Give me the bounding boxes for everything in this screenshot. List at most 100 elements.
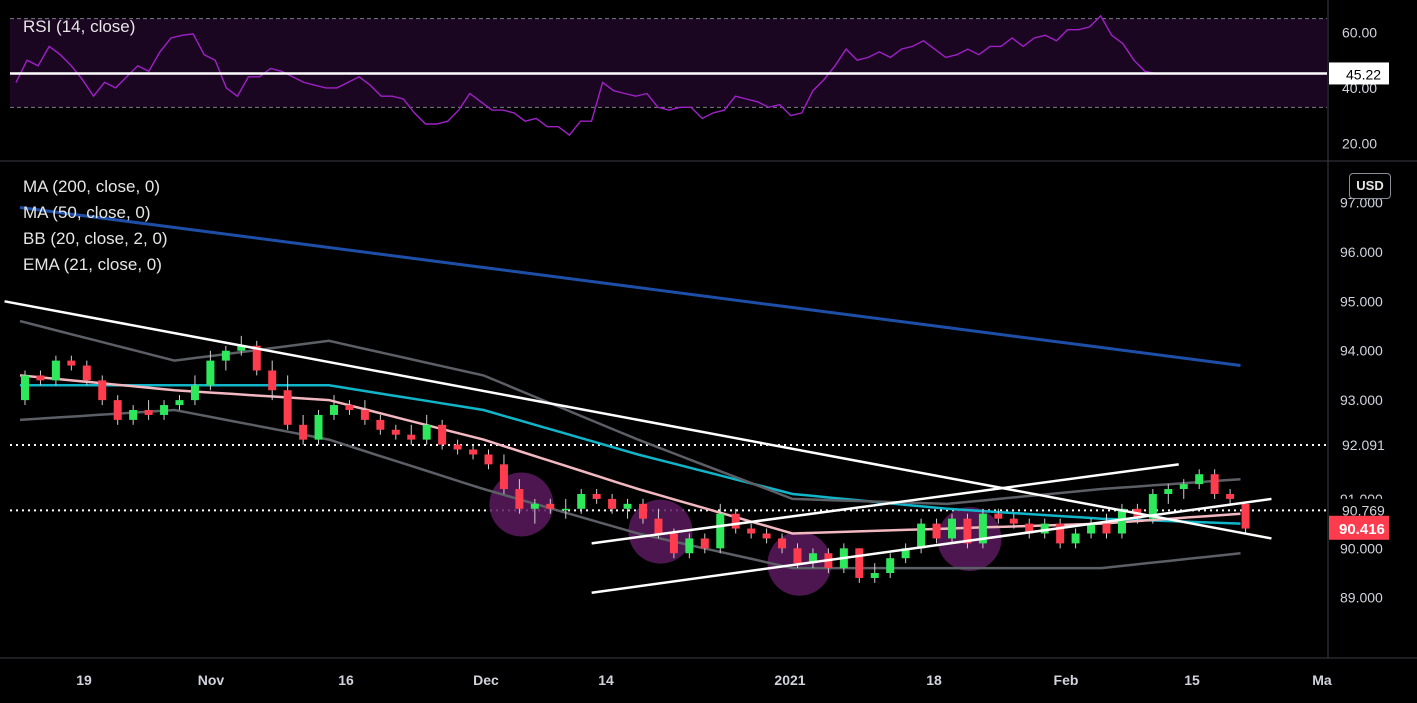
candle-up [886, 558, 895, 574]
candle-up [21, 375, 29, 401]
candle-up [917, 523, 926, 549]
candle-up [577, 493, 586, 509]
candle-down [1102, 523, 1111, 534]
candle-up [1087, 523, 1096, 534]
candle-up [978, 513, 987, 544]
candle-down [144, 410, 153, 415]
candle-down [98, 380, 107, 401]
candle-down [855, 548, 864, 578]
indicator-bb-label: BB (20, close, 2, 0) [23, 229, 168, 248]
candle-up [330, 405, 338, 415]
rsi-legend: RSI (14, close) [23, 14, 135, 40]
level-label: 92.091 [1342, 437, 1385, 453]
candle-down [82, 365, 91, 381]
candle-up [1117, 508, 1126, 534]
rsi-tick-label: 20.00 [1342, 135, 1377, 151]
price-panel[interactable] [4, 206, 1327, 596]
candle-up [808, 553, 817, 564]
candle-up [160, 405, 169, 415]
candle-down [762, 533, 771, 539]
candle-up [561, 508, 570, 511]
time-tick-label: Nov [198, 672, 225, 688]
axis-layer: 20.0040.0060.0045.2289.00090.00091.00092… [76, 24, 1392, 688]
level-badge [1328, 433, 1392, 457]
indicator-ma200-label: MA (200, close, 0) [23, 177, 161, 196]
candle-up [716, 513, 725, 549]
rsi-current-label: 45.22 [1346, 66, 1381, 82]
candle-up [206, 360, 215, 386]
level-label: 90.769 [1342, 502, 1385, 518]
candle-down [963, 518, 972, 544]
candle-up [221, 350, 230, 361]
candle-up [901, 548, 910, 559]
candle-down [376, 419, 385, 430]
candle-up [237, 345, 246, 351]
time-tick-label: Dec [473, 672, 499, 688]
candle-down [592, 493, 601, 499]
candle-down [1226, 493, 1235, 499]
candle-up [422, 424, 431, 440]
time-tick-label: 19 [76, 672, 92, 688]
trendline[interactable] [591, 463, 1179, 545]
rsi-tick-label: 60.00 [1342, 24, 1377, 40]
time-tick-label: 18 [926, 672, 942, 688]
price-tick-label: 93.000 [1340, 392, 1383, 408]
bb-lower-line [19, 408, 1241, 570]
current-price-badge [1329, 515, 1389, 540]
candle-down [299, 424, 308, 440]
candle-down [499, 464, 508, 490]
time-tick-label: Feb [1054, 672, 1079, 688]
price-tick-label: 90.000 [1340, 540, 1383, 556]
candle-down [793, 548, 802, 564]
ma50-line [20, 384, 1241, 525]
candle-down [252, 345, 261, 371]
candle-up [314, 414, 323, 440]
candle-down [778, 538, 787, 549]
candle-down [438, 424, 447, 445]
candle-up [190, 385, 199, 401]
candle-down [608, 498, 617, 509]
candle-down [484, 454, 493, 465]
candle-down [1056, 523, 1065, 544]
candle-up [948, 518, 956, 539]
rsi-line [15, 14, 1157, 137]
candle-up [1040, 523, 1049, 534]
candle-up [623, 503, 632, 509]
candle-up [1164, 489, 1173, 494]
candle-up [175, 400, 184, 406]
candle-down [639, 503, 647, 519]
candle-up [1148, 493, 1157, 519]
currency-badge[interactable]: USD [1349, 173, 1391, 199]
candle-down [345, 405, 354, 410]
candle-down [1210, 474, 1219, 494]
candle-down [731, 513, 740, 529]
candle-down [515, 489, 524, 509]
price-tick-label: 94.000 [1340, 343, 1383, 359]
rsi-panel[interactable] [10, 14, 1327, 137]
candle-up [129, 410, 138, 420]
candle-down [391, 429, 400, 435]
candle-down [268, 370, 277, 391]
trendline[interactable] [591, 497, 1272, 595]
rsi-legend-label: RSI (14, close) [23, 17, 136, 36]
indicator-ema-label: EMA (21, close, 0) [23, 255, 162, 274]
candle-down [1009, 518, 1018, 524]
trendline[interactable] [4, 300, 1272, 540]
candle-down [407, 434, 416, 440]
bb-upper-line [19, 319, 1241, 506]
time-tick-label: 15 [1184, 672, 1200, 688]
price-tick-label: 89.000 [1340, 590, 1383, 606]
candle-down [747, 528, 756, 534]
candle-down [1241, 503, 1250, 529]
candle-up [870, 573, 879, 578]
price-tick-label: 96.000 [1340, 244, 1383, 260]
candle-up [1179, 484, 1188, 490]
grid-layer [0, 0, 1417, 659]
candle-up [530, 503, 539, 509]
candle-down [453, 444, 462, 450]
ma200-line [19, 206, 1241, 367]
rsi-current-badge [1329, 62, 1389, 85]
candle-down [113, 400, 122, 420]
candle-down [546, 503, 555, 509]
